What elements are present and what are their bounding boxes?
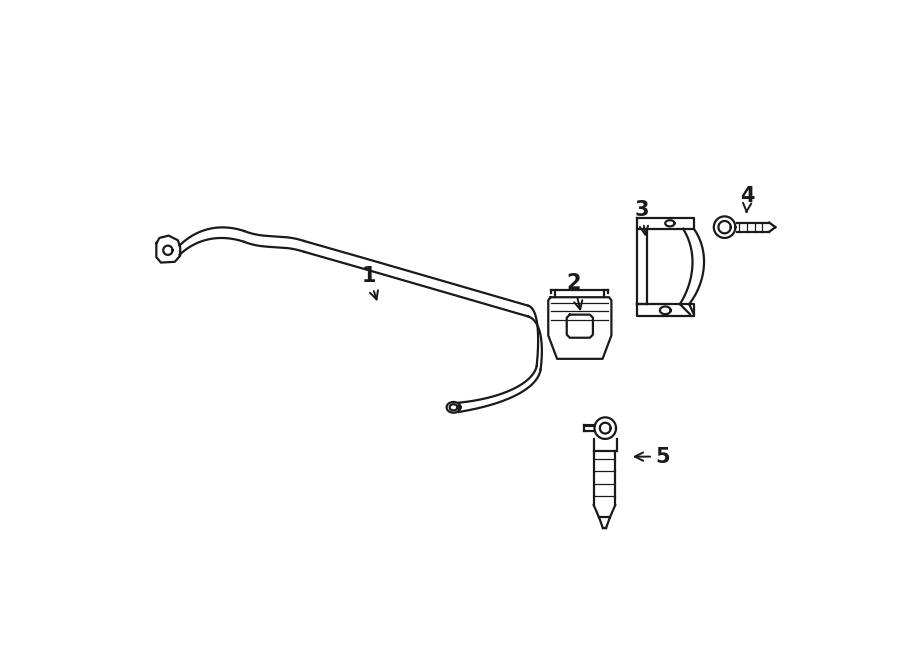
Text: 2: 2 bbox=[566, 272, 582, 309]
Text: 1: 1 bbox=[362, 266, 378, 299]
Text: 4: 4 bbox=[741, 186, 755, 212]
Text: 5: 5 bbox=[634, 447, 670, 467]
Text: 3: 3 bbox=[634, 200, 649, 235]
